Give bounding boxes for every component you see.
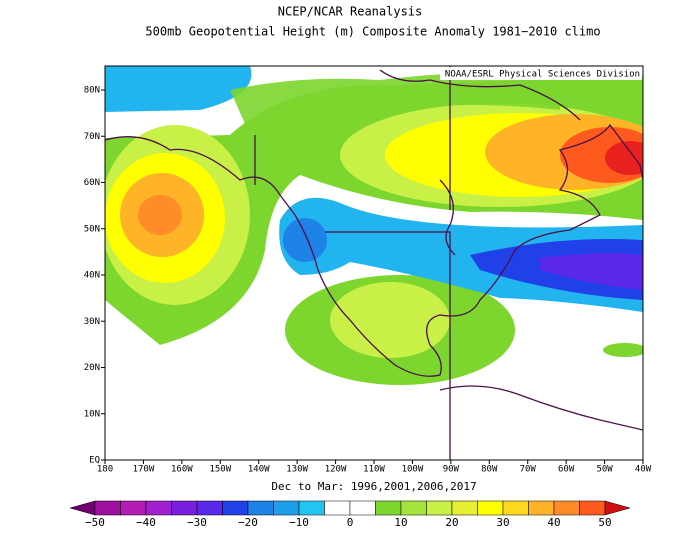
lon-label: 150W <box>209 465 231 475</box>
colorbar-swatch <box>579 500 606 516</box>
lon-label: 120W <box>325 465 347 475</box>
lat-label: 80N <box>84 86 100 96</box>
lon-label: 110W <box>363 465 385 475</box>
colorbar-swatch <box>528 500 555 516</box>
lat-label: 50N <box>84 224 100 234</box>
colorbar-swatch <box>324 500 351 516</box>
colorbar-swatch <box>553 500 580 516</box>
colorbar-swatch <box>400 500 427 516</box>
lat-label: 10N <box>84 409 100 419</box>
colorbar-swatch <box>349 500 376 516</box>
caption: Dec to Mar: 1996,2001,2006,2017 <box>271 480 476 493</box>
lat-label: 40N <box>84 271 100 281</box>
lat-label: 60N <box>84 178 100 188</box>
lat-label: EQ <box>89 456 100 466</box>
colorbar-swatch <box>375 500 402 516</box>
colorbar-swatch <box>222 500 249 516</box>
colorbar-label: −30 <box>187 516 207 529</box>
colorbar-swatch <box>145 500 172 516</box>
colorbar-swatch <box>120 500 147 516</box>
colorbar-label: −10 <box>289 516 309 529</box>
title: NCEP/NCAR Reanalysis <box>278 5 423 19</box>
colorbar-label: 40 <box>547 516 560 529</box>
colorbar-swatch <box>477 500 504 516</box>
colorbar-swatch <box>273 500 300 516</box>
colorbar-swatch <box>298 500 325 516</box>
colorbar-swatch <box>94 500 121 516</box>
lon-label: 60W <box>558 465 575 475</box>
lat-label: 30N <box>84 317 100 327</box>
lon-label: 180 <box>97 465 113 475</box>
colorbar-swatch <box>426 500 453 516</box>
lon-label: 50W <box>596 465 613 475</box>
colorbar-swatch <box>247 500 274 516</box>
lon-label: 90W <box>443 465 460 475</box>
credit: NOAA/ESRL Physical Sciences Division <box>445 70 640 80</box>
colorbar-swatch <box>451 500 478 516</box>
lat-label: 20N <box>84 363 100 373</box>
colorbar-label: 20 <box>445 516 458 529</box>
colorbar-swatch <box>502 500 529 516</box>
colorbar-end <box>69 500 96 516</box>
colorbar-label: 0 <box>347 516 354 529</box>
colorbar-label: −20 <box>238 516 258 529</box>
lon-label: 140W <box>248 465 270 475</box>
colorbar-end <box>604 500 631 516</box>
colorbar-swatch <box>171 500 198 516</box>
lon-label: 100W <box>402 465 424 475</box>
lat-label: 70N <box>84 132 100 142</box>
lon-label: 70W <box>520 465 537 475</box>
lon-label: 170W <box>133 465 155 475</box>
lon-label: 80W <box>481 465 498 475</box>
colorbar-label: −40 <box>136 516 156 529</box>
colorbar-label: −50 <box>85 516 105 529</box>
colorbar-label: 30 <box>496 516 509 529</box>
subtitle: 500mb Geopotential Height (m) Composite … <box>145 25 600 39</box>
lon-label: 40W <box>635 465 652 475</box>
lon-label: 160W <box>171 465 193 475</box>
colorbar-swatch <box>196 500 223 516</box>
anomaly-field <box>105 66 643 460</box>
colorbar-label: 10 <box>394 516 407 529</box>
credit-box <box>440 67 642 80</box>
colorbar-label: 50 <box>598 516 611 529</box>
lon-label: 130W <box>286 465 308 475</box>
